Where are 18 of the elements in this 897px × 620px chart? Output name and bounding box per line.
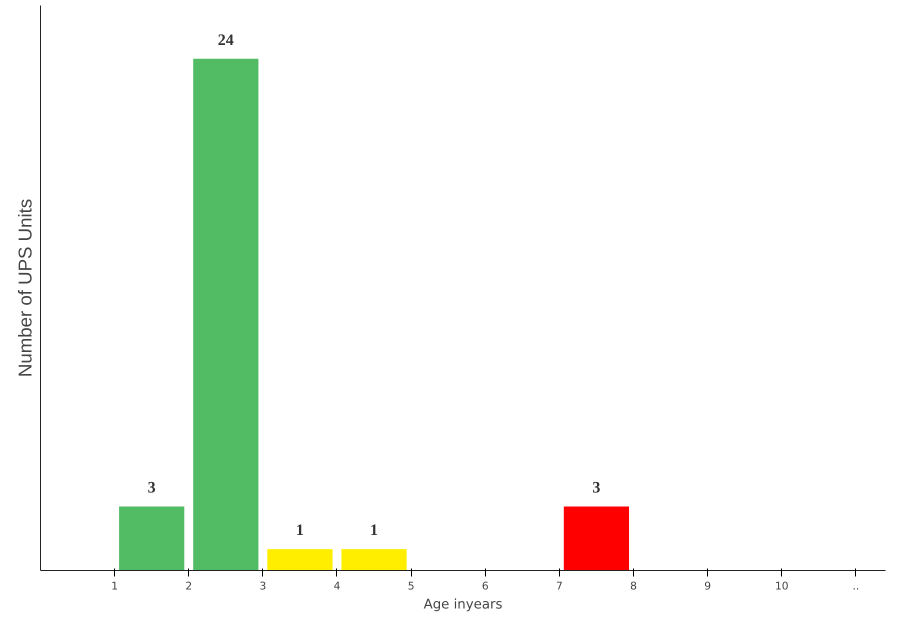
x-tick-label: 9 [704,580,712,592]
data-label: 1 [296,522,304,540]
x-tick-label: 4 [334,580,341,592]
x-tick-label: 1 [111,580,118,592]
y-axis-title: Number of UPS Units [14,198,36,378]
x-axis-title: Age inyears [424,598,502,612]
data-label: 3 [148,480,156,497]
x-tick-label: 6 [482,580,489,592]
x-tick-label: 10 [774,580,789,592]
data-label: 1 [370,522,378,540]
data-label: 3 [592,480,600,497]
x-tick-label: 3 [259,580,266,592]
x-tick-label: 8 [630,580,638,592]
x-tick-label: 2 [185,580,192,592]
x-tick-label: .. [852,580,860,592]
x-tick-label: 7 [556,580,563,592]
data-label: 24 [218,32,234,49]
x-tick-label: 5 [408,580,415,592]
